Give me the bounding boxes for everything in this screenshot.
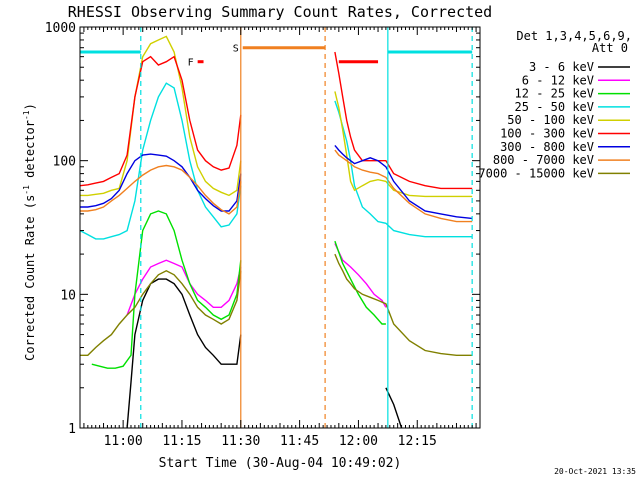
y-axis-label: Corrected Count Rate (s-1 detector-1) bbox=[22, 103, 37, 361]
y-axis-ticks: 1 10 100 1000 bbox=[45, 21, 480, 437]
y-tick-label: 10 bbox=[60, 288, 76, 303]
legend-label-2: 6 - 12 keV bbox=[522, 73, 594, 87]
legend-label-1: 3 - 6 keV bbox=[529, 60, 594, 74]
series-group bbox=[80, 35, 473, 428]
x-tick-label: 11:00 bbox=[104, 434, 143, 449]
legend-label-7: 300 - 800 keV bbox=[500, 140, 594, 154]
plot-area: SF bbox=[79, 26, 481, 429]
series-line-1 bbox=[126, 278, 403, 428]
series-line-8 bbox=[80, 149, 473, 223]
series-line-4 bbox=[80, 82, 473, 240]
series-line-2 bbox=[126, 243, 387, 316]
legend-label-5: 50 - 100 keV bbox=[507, 113, 594, 127]
legend-label-9: 7000 - 15000 keV bbox=[478, 166, 594, 180]
y-tick-label: 1 bbox=[68, 422, 76, 437]
x-tick-label: 11:15 bbox=[162, 434, 201, 449]
series-line-9 bbox=[80, 253, 473, 356]
x-tick-label: 11:45 bbox=[280, 434, 319, 449]
footer-timestamp: 20-Oct-2021 13:35 bbox=[554, 467, 636, 476]
series-line-5 bbox=[80, 35, 473, 198]
x-tick-label: 11:30 bbox=[221, 434, 260, 449]
series-line-7 bbox=[80, 144, 473, 220]
flag-bar-label-4: F bbox=[188, 58, 194, 69]
chart-title: RHESSI Observing Summary Count Rates, Co… bbox=[68, 3, 492, 21]
x-axis-ticks: 11:00 11:15 11:30 11:45 12:00 12:15 bbox=[83, 27, 477, 449]
legend-label-3: 12 - 25 keV bbox=[515, 87, 594, 101]
y-tick-label: 1000 bbox=[45, 21, 76, 36]
x-axis-label: Start Time (30-Aug-04 10:49:02) bbox=[159, 456, 402, 471]
plot-frame bbox=[79, 26, 481, 429]
x-tick-label: 12:00 bbox=[339, 434, 378, 449]
legend-header-line-1: Det 1,3,4,5,6,9, bbox=[516, 29, 632, 43]
x-tick-label: 12:15 bbox=[398, 434, 437, 449]
legend-label-8: 800 - 7000 keV bbox=[493, 153, 594, 167]
legend-label-6: 100 - 300 keV bbox=[500, 127, 594, 141]
legend-header-line-2: Att 0 bbox=[592, 41, 628, 55]
y-tick-label: 100 bbox=[53, 155, 76, 170]
series-line-3 bbox=[91, 210, 386, 369]
series-line-6 bbox=[80, 51, 473, 190]
flag-bar-label-3: S bbox=[233, 44, 239, 55]
legend-label-4: 25 - 50 keV bbox=[515, 100, 594, 114]
